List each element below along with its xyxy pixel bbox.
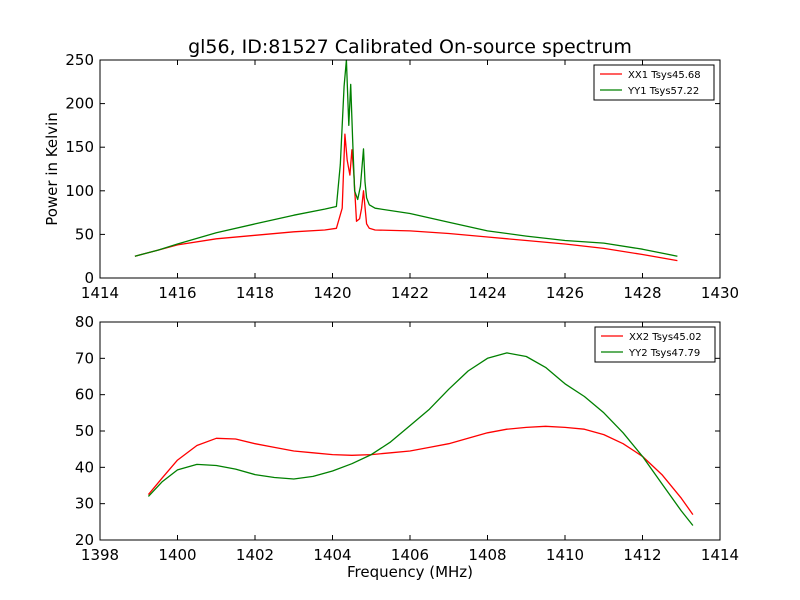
x-tick-label: 1416	[158, 284, 196, 302]
x-tick-label: 1414	[701, 546, 739, 564]
legend-entry-label: YY1 Tsys57.22	[627, 86, 699, 97]
legend-entry-label: XX1 Tsys45.68	[628, 70, 701, 81]
x-axis-label-bottom: Frequency (MHz)	[347, 563, 473, 581]
x-tick-label: 1410	[546, 546, 584, 564]
y-tick-label: 40	[75, 458, 94, 476]
x-tick-label: 1414	[81, 284, 119, 302]
y-axis-label-top: Power in Kelvin	[43, 112, 61, 226]
x-tick-label: 1426	[546, 284, 584, 302]
x-tick-label: 1412	[623, 546, 661, 564]
y-tick-label: 250	[65, 51, 94, 69]
y-tick-label: 30	[75, 495, 94, 513]
y-tick-label: 20	[75, 531, 94, 549]
x-tick-label: 1418	[236, 284, 274, 302]
y-tick-label: 150	[65, 138, 94, 156]
series-line-1-2	[134, 59, 678, 257]
x-tick-label: 1398	[81, 546, 119, 564]
x-tick-label: 1422	[391, 284, 429, 302]
bottom-panel: 1398 1400 1402 1404 1406 1408 1410 1412 1414 20 30…	[75, 313, 739, 564]
x-tick-label: 1404	[313, 546, 351, 564]
y-tick-label: 50	[75, 422, 94, 440]
y-tick-label: 80	[75, 313, 94, 331]
series-line-2-1	[147, 425, 694, 515]
y-tick-label: 200	[65, 95, 94, 113]
legend-entry-label: YY2 Tsys47.79	[628, 348, 700, 359]
x-tick-label: 1408	[468, 546, 506, 564]
legend-2: XX2 Tsys45.02 YY2 Tsys47.79	[594, 326, 716, 363]
x-tick-label: 1428	[623, 284, 661, 302]
y-tick-label: 50	[75, 225, 94, 243]
x-tick-label: 1420	[313, 284, 351, 302]
series-line-1-1	[134, 133, 678, 262]
legend-entry-label: XX2 Tsys45.02	[629, 332, 702, 343]
y-tick-label: 100	[65, 182, 94, 200]
series-line-2-2	[147, 352, 694, 526]
x-tick-label: 1406	[391, 546, 429, 564]
x-tick-label: 1430	[701, 284, 739, 302]
y-tick-label: 70	[75, 349, 94, 367]
y-tick-label: 60	[75, 386, 94, 404]
x-tick-label: 1402	[236, 546, 274, 564]
legend-1: XX1 Tsys45.68 YY1 Tsys57.22	[593, 64, 715, 101]
legend-box	[593, 64, 715, 101]
x-tick-label: 1400	[158, 546, 196, 564]
chart-title: gl56, ID:81527 Calibrated On-source spec…	[188, 36, 632, 58]
top-panel: 1414 1416 1418 1420 1422 1424 1426 1428 1430 0 50 1…	[65, 51, 739, 302]
legend-box	[594, 326, 716, 363]
x-tick-label: 1424	[468, 284, 506, 302]
y-tick-label: 0	[84, 269, 94, 287]
